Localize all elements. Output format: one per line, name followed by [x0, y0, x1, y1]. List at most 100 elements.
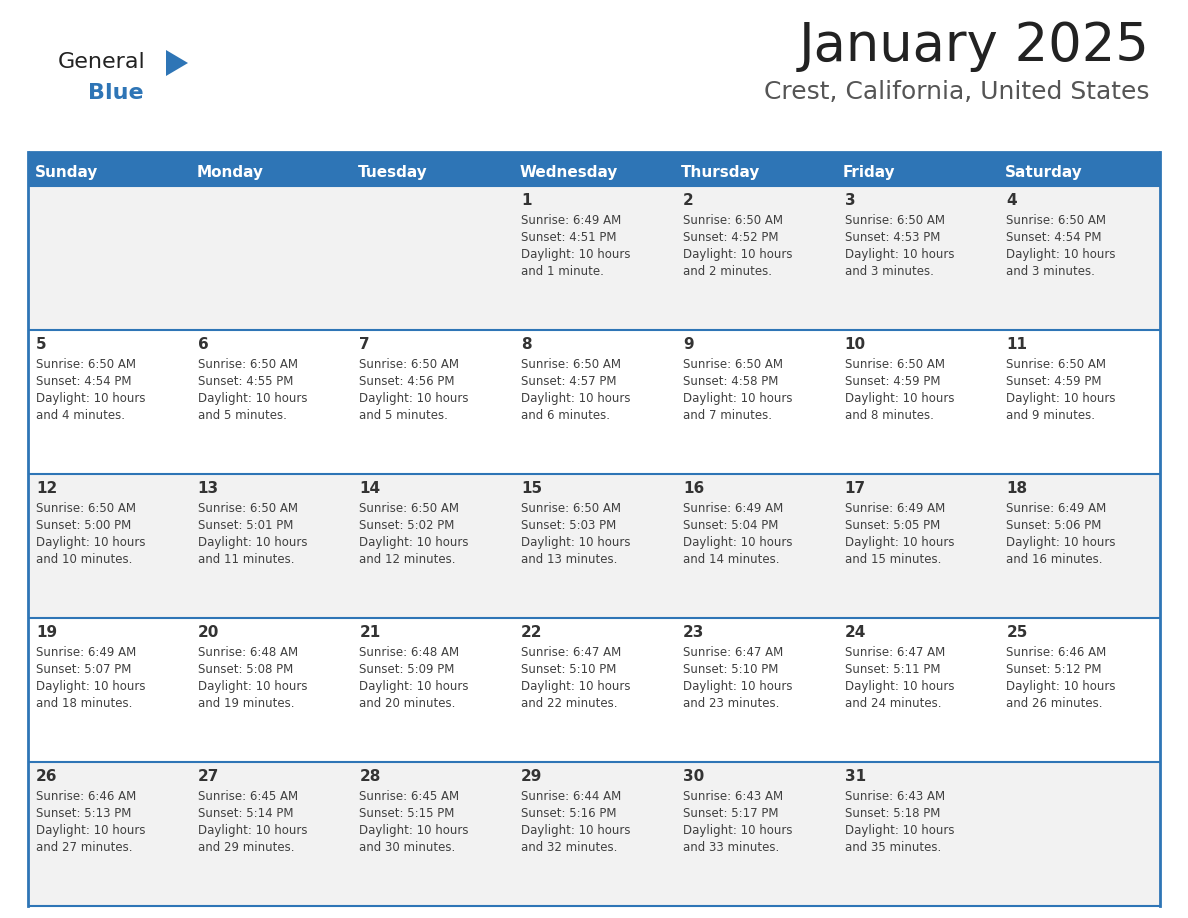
- Text: Daylight: 10 hours: Daylight: 10 hours: [683, 680, 792, 693]
- Text: Sunset: 5:09 PM: Sunset: 5:09 PM: [360, 663, 455, 676]
- Text: Crest, California, United States: Crest, California, United States: [765, 80, 1150, 104]
- Text: Wednesday: Wednesday: [519, 165, 618, 181]
- Text: Sunset: 4:54 PM: Sunset: 4:54 PM: [1006, 231, 1101, 244]
- Text: and 3 minutes.: and 3 minutes.: [1006, 265, 1095, 278]
- Text: Sunset: 5:00 PM: Sunset: 5:00 PM: [36, 519, 131, 532]
- Text: Sunday: Sunday: [34, 165, 97, 181]
- Text: 24: 24: [845, 625, 866, 640]
- Text: Daylight: 10 hours: Daylight: 10 hours: [522, 248, 631, 261]
- Text: Daylight: 10 hours: Daylight: 10 hours: [197, 392, 308, 405]
- Text: 22: 22: [522, 625, 543, 640]
- Text: and 9 minutes.: and 9 minutes.: [1006, 409, 1095, 422]
- Text: 27: 27: [197, 769, 219, 784]
- Text: Daylight: 10 hours: Daylight: 10 hours: [197, 536, 308, 549]
- Text: and 11 minutes.: and 11 minutes.: [197, 553, 295, 566]
- Text: Sunset: 4:51 PM: Sunset: 4:51 PM: [522, 231, 617, 244]
- Text: Sunrise: 6:48 AM: Sunrise: 6:48 AM: [360, 646, 460, 659]
- Text: Sunset: 5:04 PM: Sunset: 5:04 PM: [683, 519, 778, 532]
- Text: Sunrise: 6:49 AM: Sunrise: 6:49 AM: [36, 646, 137, 659]
- Text: and 15 minutes.: and 15 minutes.: [845, 553, 941, 566]
- Text: Daylight: 10 hours: Daylight: 10 hours: [683, 824, 792, 837]
- Text: 15: 15: [522, 481, 542, 496]
- Text: Sunrise: 6:50 AM: Sunrise: 6:50 AM: [1006, 214, 1106, 227]
- Text: Daylight: 10 hours: Daylight: 10 hours: [683, 392, 792, 405]
- Text: and 10 minutes.: and 10 minutes.: [36, 553, 132, 566]
- Text: 21: 21: [360, 625, 380, 640]
- Text: Sunset: 5:07 PM: Sunset: 5:07 PM: [36, 663, 132, 676]
- Text: Sunrise: 6:50 AM: Sunrise: 6:50 AM: [360, 502, 460, 515]
- Text: 9: 9: [683, 337, 694, 352]
- Text: 26: 26: [36, 769, 57, 784]
- Text: Daylight: 10 hours: Daylight: 10 hours: [522, 392, 631, 405]
- Text: Sunrise: 6:49 AM: Sunrise: 6:49 AM: [1006, 502, 1106, 515]
- Text: Sunset: 5:08 PM: Sunset: 5:08 PM: [197, 663, 293, 676]
- Text: 25: 25: [1006, 625, 1028, 640]
- Text: Daylight: 10 hours: Daylight: 10 hours: [36, 536, 145, 549]
- Text: Sunset: 5:03 PM: Sunset: 5:03 PM: [522, 519, 617, 532]
- Text: and 14 minutes.: and 14 minutes.: [683, 553, 779, 566]
- Text: 20: 20: [197, 625, 219, 640]
- Text: Sunset: 5:12 PM: Sunset: 5:12 PM: [1006, 663, 1101, 676]
- Text: Sunset: 4:58 PM: Sunset: 4:58 PM: [683, 375, 778, 388]
- Text: Sunset: 5:05 PM: Sunset: 5:05 PM: [845, 519, 940, 532]
- Text: 14: 14: [360, 481, 380, 496]
- Text: Sunset: 5:14 PM: Sunset: 5:14 PM: [197, 807, 293, 820]
- Bar: [29, 474, 1159, 618]
- Text: Daylight: 10 hours: Daylight: 10 hours: [36, 680, 145, 693]
- Text: Sunrise: 6:43 AM: Sunrise: 6:43 AM: [683, 789, 783, 803]
- Text: Sunrise: 6:45 AM: Sunrise: 6:45 AM: [197, 789, 298, 803]
- Text: Daylight: 10 hours: Daylight: 10 hours: [360, 392, 469, 405]
- Text: and 35 minutes.: and 35 minutes.: [845, 841, 941, 854]
- Bar: [29, 762, 1159, 906]
- Text: Daylight: 10 hours: Daylight: 10 hours: [36, 824, 145, 837]
- Text: Sunrise: 6:47 AM: Sunrise: 6:47 AM: [683, 646, 783, 659]
- Text: 10: 10: [845, 337, 866, 352]
- Text: 17: 17: [845, 481, 866, 496]
- Text: and 33 minutes.: and 33 minutes.: [683, 841, 779, 854]
- Bar: [29, 330, 1159, 474]
- Text: 1: 1: [522, 193, 532, 208]
- Text: Blue: Blue: [88, 83, 144, 103]
- Text: and 1 minute.: and 1 minute.: [522, 265, 604, 278]
- Text: and 19 minutes.: and 19 minutes.: [197, 697, 295, 711]
- Text: Sunrise: 6:50 AM: Sunrise: 6:50 AM: [845, 214, 944, 227]
- Text: 6: 6: [197, 337, 208, 352]
- Text: and 29 minutes.: and 29 minutes.: [197, 841, 295, 854]
- Text: Sunrise: 6:50 AM: Sunrise: 6:50 AM: [1006, 358, 1106, 371]
- Text: 23: 23: [683, 625, 704, 640]
- Text: Sunset: 5:16 PM: Sunset: 5:16 PM: [522, 807, 617, 820]
- Text: Sunrise: 6:46 AM: Sunrise: 6:46 AM: [36, 789, 137, 803]
- Text: Sunrise: 6:45 AM: Sunrise: 6:45 AM: [360, 789, 460, 803]
- Text: Sunset: 4:55 PM: Sunset: 4:55 PM: [197, 375, 293, 388]
- Text: Sunrise: 6:50 AM: Sunrise: 6:50 AM: [36, 358, 135, 371]
- Text: and 5 minutes.: and 5 minutes.: [197, 409, 286, 422]
- Text: and 32 minutes.: and 32 minutes.: [522, 841, 618, 854]
- Text: and 22 minutes.: and 22 minutes.: [522, 697, 618, 711]
- Text: Sunset: 5:06 PM: Sunset: 5:06 PM: [1006, 519, 1101, 532]
- Text: Sunrise: 6:43 AM: Sunrise: 6:43 AM: [845, 789, 944, 803]
- Text: 13: 13: [197, 481, 219, 496]
- Text: Sunset: 5:02 PM: Sunset: 5:02 PM: [360, 519, 455, 532]
- Text: Daylight: 10 hours: Daylight: 10 hours: [360, 680, 469, 693]
- Text: Sunset: 5:17 PM: Sunset: 5:17 PM: [683, 807, 778, 820]
- Text: Sunrise: 6:50 AM: Sunrise: 6:50 AM: [197, 502, 298, 515]
- Text: Sunset: 5:11 PM: Sunset: 5:11 PM: [845, 663, 940, 676]
- Text: Sunrise: 6:50 AM: Sunrise: 6:50 AM: [522, 358, 621, 371]
- Text: 18: 18: [1006, 481, 1028, 496]
- Text: Sunrise: 6:50 AM: Sunrise: 6:50 AM: [36, 502, 135, 515]
- Bar: [29, 186, 1159, 330]
- Text: Friday: Friday: [843, 165, 896, 181]
- Text: Sunset: 4:56 PM: Sunset: 4:56 PM: [360, 375, 455, 388]
- Text: 28: 28: [360, 769, 381, 784]
- Text: 8: 8: [522, 337, 532, 352]
- Text: Sunset: 5:18 PM: Sunset: 5:18 PM: [845, 807, 940, 820]
- Text: Sunset: 4:53 PM: Sunset: 4:53 PM: [845, 231, 940, 244]
- Text: Sunrise: 6:49 AM: Sunrise: 6:49 AM: [845, 502, 944, 515]
- Text: Sunset: 5:15 PM: Sunset: 5:15 PM: [360, 807, 455, 820]
- Text: Daylight: 10 hours: Daylight: 10 hours: [845, 536, 954, 549]
- Text: Daylight: 10 hours: Daylight: 10 hours: [683, 248, 792, 261]
- Text: Daylight: 10 hours: Daylight: 10 hours: [845, 248, 954, 261]
- Text: 4: 4: [1006, 193, 1017, 208]
- Text: Sunrise: 6:46 AM: Sunrise: 6:46 AM: [1006, 646, 1106, 659]
- Text: Daylight: 10 hours: Daylight: 10 hours: [845, 392, 954, 405]
